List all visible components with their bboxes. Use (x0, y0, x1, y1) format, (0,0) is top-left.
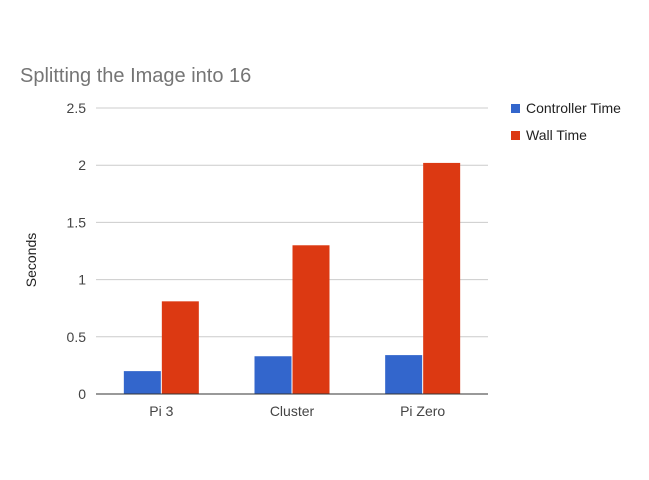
legend: Controller Time Wall Time (511, 100, 621, 143)
y-tick-label: 2.5 (67, 100, 87, 116)
y-tick-label: 0 (78, 386, 86, 402)
x-tick-label: Pi Zero (400, 403, 445, 419)
bar-controller-time-pi-zero (385, 355, 423, 394)
bar-wall-time-pi-zero (423, 162, 461, 394)
y-axis-label: Seconds (23, 233, 39, 287)
bar-controller-time-pi-3 (123, 371, 161, 394)
gridlines (96, 107, 488, 338)
y-tick-label: 0.5 (67, 329, 87, 345)
y-tick-label: 1 (78, 272, 86, 288)
legend-label: Wall Time (526, 127, 587, 143)
legend-label: Controller Time (526, 100, 621, 116)
axes: 0 0.5 1 1.5 2 2.5 Pi 3 Cluster Pi Zero (67, 100, 488, 419)
y-tick-label: 2 (78, 157, 86, 173)
x-tick-label: Pi 3 (149, 403, 173, 419)
bars (123, 162, 461, 394)
legend-swatch (511, 104, 520, 113)
bar-wall-time-cluster (292, 245, 330, 394)
x-tick-label: Cluster (270, 403, 315, 419)
bar-controller-time-cluster (254, 356, 292, 394)
legend-swatch (511, 131, 520, 140)
bar-wall-time-pi-3 (161, 301, 199, 394)
chart-title: Splitting the Image into 16 (20, 65, 251, 87)
y-tick-label: 1.5 (67, 214, 87, 230)
